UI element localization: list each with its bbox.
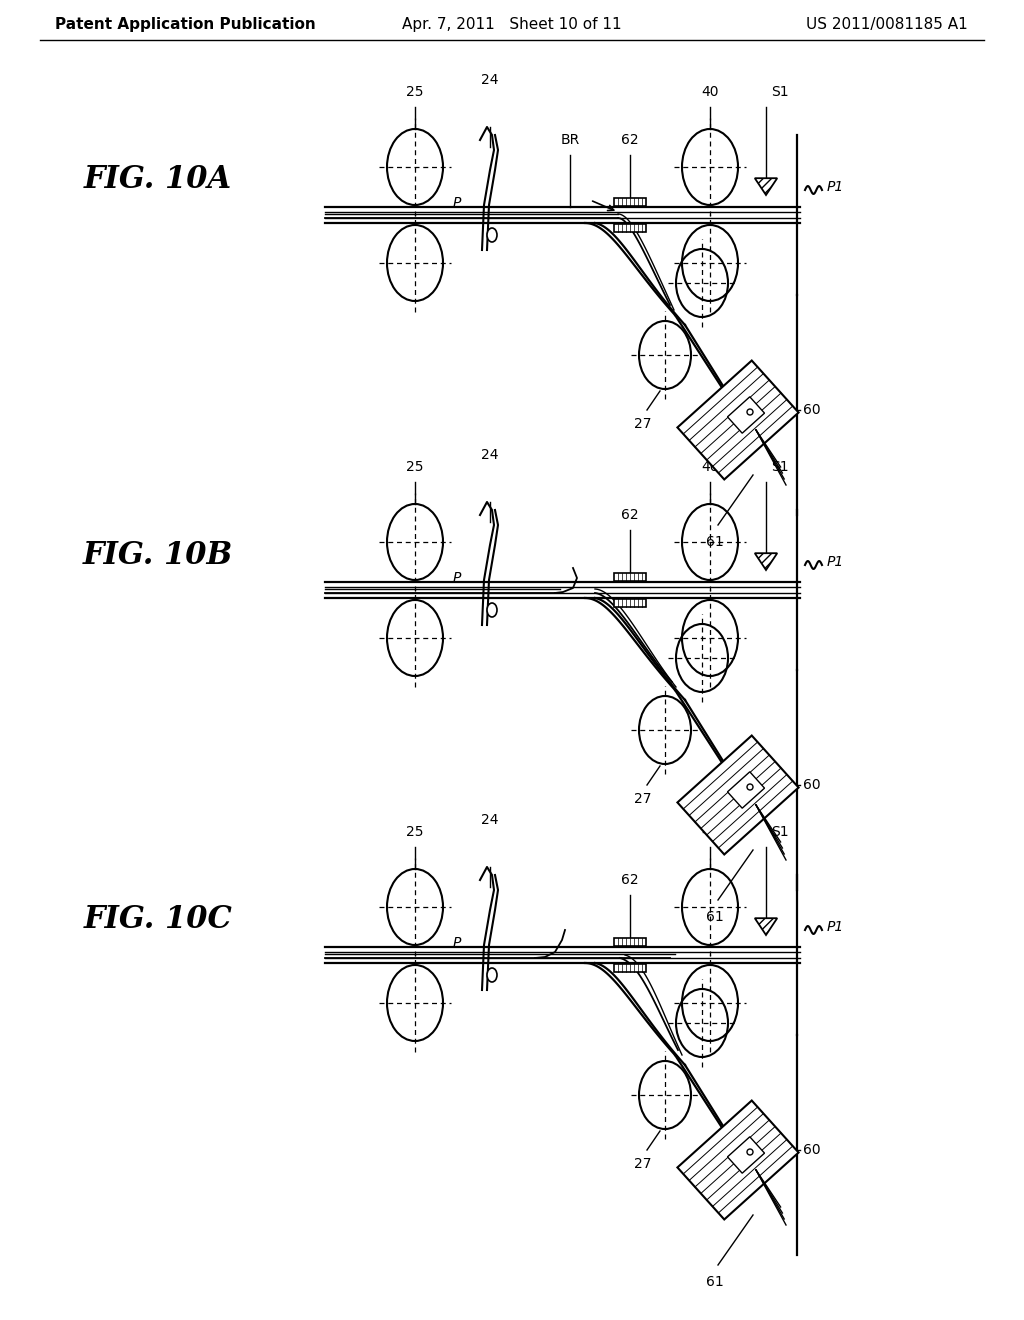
Text: 27: 27 bbox=[634, 792, 651, 807]
Polygon shape bbox=[678, 1101, 799, 1220]
Text: P1: P1 bbox=[827, 554, 844, 569]
Bar bbox=[614, 939, 646, 946]
Text: 61: 61 bbox=[707, 1275, 724, 1290]
Text: FIG. 10C: FIG. 10C bbox=[84, 904, 232, 936]
Text: 60: 60 bbox=[803, 403, 820, 417]
Text: S1: S1 bbox=[771, 459, 788, 474]
Text: 61: 61 bbox=[707, 535, 724, 549]
Text: US 2011/0081185 A1: US 2011/0081185 A1 bbox=[806, 17, 968, 33]
Polygon shape bbox=[755, 553, 777, 570]
Text: 40: 40 bbox=[701, 459, 719, 474]
Text: 25: 25 bbox=[407, 459, 424, 474]
Text: 60: 60 bbox=[803, 777, 820, 792]
Polygon shape bbox=[727, 772, 765, 808]
Polygon shape bbox=[755, 919, 777, 935]
Text: 60: 60 bbox=[803, 1143, 820, 1158]
Text: 62: 62 bbox=[622, 133, 639, 147]
Bar bbox=[614, 224, 646, 232]
Text: 24: 24 bbox=[481, 813, 499, 828]
Text: 25: 25 bbox=[407, 84, 424, 99]
Text: 24: 24 bbox=[481, 447, 499, 462]
Text: FIG. 10A: FIG. 10A bbox=[84, 165, 232, 195]
Polygon shape bbox=[727, 397, 765, 433]
Text: 27: 27 bbox=[634, 1158, 651, 1171]
Bar bbox=[614, 599, 646, 607]
Polygon shape bbox=[678, 735, 799, 854]
Text: S1: S1 bbox=[771, 825, 788, 840]
Text: 27: 27 bbox=[634, 417, 651, 432]
Circle shape bbox=[746, 409, 753, 414]
Text: 24: 24 bbox=[481, 73, 499, 87]
Text: S1: S1 bbox=[771, 84, 788, 99]
Text: P1: P1 bbox=[827, 180, 844, 194]
Polygon shape bbox=[755, 178, 777, 195]
Ellipse shape bbox=[487, 603, 497, 616]
Text: 61: 61 bbox=[707, 909, 724, 924]
Text: 40: 40 bbox=[701, 84, 719, 99]
Text: 25: 25 bbox=[407, 825, 424, 840]
Ellipse shape bbox=[487, 968, 497, 982]
Text: 62: 62 bbox=[622, 508, 639, 521]
Ellipse shape bbox=[487, 228, 497, 242]
Text: Apr. 7, 2011   Sheet 10 of 11: Apr. 7, 2011 Sheet 10 of 11 bbox=[402, 17, 622, 33]
Text: P: P bbox=[453, 195, 462, 210]
Polygon shape bbox=[678, 360, 799, 479]
Bar bbox=[614, 964, 646, 972]
Circle shape bbox=[746, 1148, 753, 1155]
Polygon shape bbox=[727, 1137, 765, 1173]
Text: FIG. 10B: FIG. 10B bbox=[83, 540, 233, 570]
Text: BR: BR bbox=[560, 133, 580, 147]
Text: P: P bbox=[453, 936, 462, 950]
Text: 40: 40 bbox=[701, 825, 719, 840]
Circle shape bbox=[746, 784, 753, 789]
Text: Patent Application Publication: Patent Application Publication bbox=[55, 17, 315, 33]
Text: 62: 62 bbox=[622, 873, 639, 887]
Bar bbox=[614, 198, 646, 206]
Bar bbox=[614, 573, 646, 581]
Text: P: P bbox=[453, 572, 462, 585]
Text: P1: P1 bbox=[827, 920, 844, 935]
